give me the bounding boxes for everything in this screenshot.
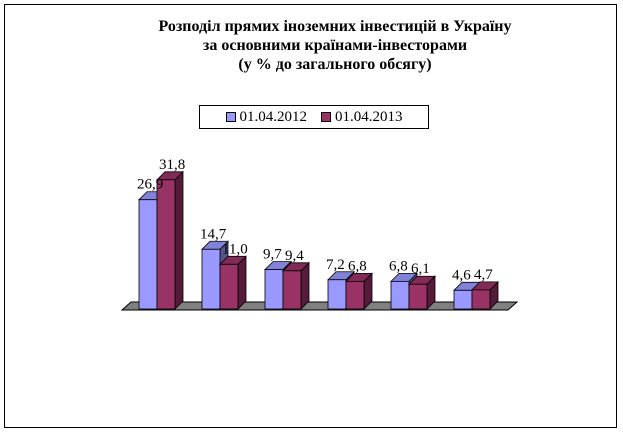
data-label-2012-3: 9,7 — [263, 247, 282, 263]
data-label-2013-1: 31,8 — [159, 157, 185, 173]
data-label-2012-5: 6,8 — [389, 258, 408, 274]
data-label-2012-2: 14,7 — [200, 226, 227, 242]
bar-side-2013-1 — [175, 172, 183, 309]
data-label-2012-1: 26,9 — [137, 177, 163, 193]
bar-2012-5 — [391, 281, 409, 309]
data-label-2013-5: 6,1 — [411, 261, 430, 277]
bar-2012-4 — [328, 280, 346, 309]
data-label-2013-6: 4,7 — [474, 267, 493, 283]
bar-2013-6 — [472, 290, 490, 309]
bar-2013-2 — [220, 264, 238, 309]
bar-2013-4 — [346, 281, 364, 309]
bar-side-2013-2 — [238, 256, 246, 309]
bar-2013-5 — [409, 284, 427, 309]
data-label-2013-4: 6,8 — [348, 258, 367, 274]
data-label-2013-2: 11,0 — [222, 241, 248, 257]
data-label-2012-6: 4,6 — [452, 267, 471, 283]
bar-2012-2 — [202, 249, 220, 309]
bar-2013-1 — [157, 180, 175, 309]
bar-2012-3 — [265, 270, 283, 309]
data-label-2012-4: 7,2 — [326, 257, 345, 273]
bar-2012-1 — [139, 200, 157, 309]
data-label-2013-3: 9,4 — [285, 248, 304, 264]
bar-2012-6 — [454, 290, 472, 309]
bar-2013-3 — [283, 271, 301, 309]
